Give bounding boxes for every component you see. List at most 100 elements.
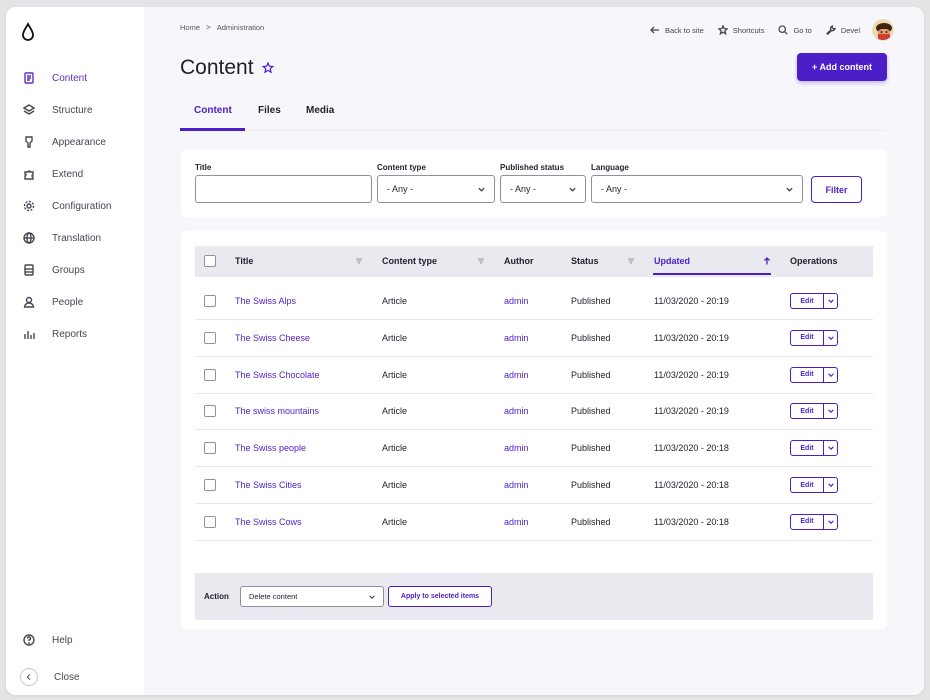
row-updated: 11/03/2020 - 20:19 (654, 296, 729, 306)
table-row: The swiss mountains Article admin Published… (195, 393, 873, 431)
person-icon (22, 295, 36, 309)
row-checkbox[interactable] (204, 515, 216, 528)
sort-icon[interactable] (477, 257, 485, 265)
sidebar-item-reports[interactable]: Reports (22, 324, 87, 344)
sidebar-item-structure[interactable]: Structure (22, 100, 93, 120)
edit-button[interactable]: Edit (791, 294, 824, 308)
row-author-link[interactable]: admin (504, 332, 529, 343)
edit-button[interactable]: Edit (791, 404, 824, 419)
row-title-link[interactable]: The Swiss Cows (235, 516, 302, 527)
row-status: Published (571, 369, 611, 380)
language-select[interactable]: - Any - (591, 175, 803, 203)
select-all-checkbox[interactable] (204, 255, 216, 267)
edit-button[interactable]: Edit (791, 441, 824, 456)
edit-dropdown-toggle[interactable] (824, 404, 837, 418)
row-author-link[interactable]: admin (504, 480, 529, 490)
row-checkbox[interactable] (204, 368, 216, 381)
breadcrumb-current[interactable]: Administration (216, 22, 265, 32)
chevron-down-icon (569, 187, 576, 192)
chevron-down-icon (478, 187, 485, 192)
go-to-link[interactable]: Go to (778, 25, 812, 35)
arrow-up-icon[interactable] (763, 257, 771, 265)
edit-button[interactable]: Edit (791, 330, 824, 345)
edit-button[interactable]: Edit (791, 478, 824, 492)
bulk-action-value: Delete content (249, 592, 298, 601)
filter-button[interactable]: Filter (811, 176, 862, 203)
shortcuts-link[interactable]: Shortcuts (717, 25, 764, 35)
table-row: The Swiss Cities Article admin Published 11/… (195, 467, 873, 504)
apply-to-selected-button[interactable]: Apply to selected items (388, 586, 492, 607)
sidebar-item-label: Extend (52, 168, 84, 180)
sidebar-item-configuration[interactable]: Configuration (22, 196, 111, 216)
sidebar-item-groups[interactable]: Groups (22, 260, 85, 280)
tab-files[interactable]: Files (258, 105, 281, 116)
tab-bar: Content Files Media (180, 99, 886, 131)
devel-label: Devel (840, 25, 860, 35)
tab-content[interactable]: Content (194, 105, 232, 116)
row-title-link[interactable]: The Swiss Cheese (235, 332, 311, 343)
close-sidebar-button[interactable]: Close (20, 667, 80, 687)
filter-panel: Title Content type - Any - Published sta… (181, 149, 887, 217)
sidebar-item-extend[interactable]: Extend (22, 164, 83, 184)
sorted-column-indicator (653, 273, 771, 275)
sort-icon[interactable] (627, 257, 635, 265)
table-row: The Swiss people Article admin Published 11/… (195, 430, 873, 468)
header-updated[interactable]: Updated (654, 256, 690, 266)
row-title-link[interactable]: The Swiss people (235, 443, 307, 454)
edit-button[interactable]: Edit (791, 367, 824, 382)
edit-dropdown-toggle[interactable] (824, 331, 837, 345)
row-author-link[interactable]: admin (504, 516, 529, 527)
row-title-link[interactable]: The Swiss Cities (235, 480, 302, 490)
row-title-link[interactable]: The swiss mountains (235, 406, 320, 417)
row-title-link[interactable]: The Swiss Chocolate (235, 369, 320, 380)
header-author[interactable]: Author (504, 256, 534, 266)
header-content-type[interactable]: Content type (382, 256, 437, 266)
sort-icon[interactable] (355, 257, 363, 265)
star-outline-icon[interactable] (261, 62, 274, 74)
row-checkbox[interactable] (204, 405, 216, 418)
row-author-link[interactable]: admin (504, 443, 529, 454)
published-status-select[interactable]: - Any - (500, 175, 586, 203)
row-checkbox[interactable] (204, 295, 216, 307)
content-type-select[interactable]: - Any - (377, 175, 495, 203)
header-status[interactable]: Status (571, 256, 599, 266)
back-to-site-link[interactable]: Back to site (650, 25, 704, 35)
row-author-link[interactable]: admin (504, 369, 529, 380)
tab-media[interactable]: Media (306, 105, 335, 116)
action-label: Action (204, 592, 229, 601)
published-status-label: Published status (500, 163, 565, 172)
edit-dropdown-toggle[interactable] (824, 515, 837, 529)
edit-dropdown-toggle[interactable] (824, 294, 837, 308)
row-updated: 11/03/2020 - 20:19 (654, 369, 729, 380)
chevron-down-icon (786, 187, 793, 192)
edit-dropdown-toggle[interactable] (824, 368, 837, 382)
header-title[interactable]: Title (235, 256, 254, 266)
row-checkbox[interactable] (204, 331, 216, 344)
devel-link[interactable]: Devel (825, 25, 860, 35)
drupal-logo-icon[interactable] (20, 22, 36, 42)
row-checkbox[interactable] (204, 479, 216, 491)
sidebar: Content Structure Appearance Extend Conf… (6, 7, 144, 695)
sidebar-item-people[interactable]: People (22, 292, 83, 312)
row-content-type: Article (382, 406, 408, 417)
breadcrumb-home[interactable]: Home (180, 22, 201, 32)
row-author-link[interactable]: admin (504, 296, 529, 306)
bulk-action-select[interactable]: Delete content (240, 586, 384, 607)
sidebar-item-label: Translation (52, 232, 102, 244)
chevron-down-icon (827, 372, 834, 377)
row-title-link[interactable]: The Swiss Alps (235, 296, 297, 306)
title-filter-input[interactable] (195, 175, 372, 203)
row-author-link[interactable]: admin (504, 406, 529, 417)
sidebar-item-appearance[interactable]: Appearance (22, 132, 106, 152)
sidebar-item-content[interactable]: Content (22, 68, 87, 88)
avatar[interactable] (872, 19, 894, 41)
help-link[interactable]: Help (22, 630, 73, 650)
edit-dropdown-toggle[interactable] (824, 441, 837, 455)
row-checkbox[interactable] (204, 442, 216, 455)
layers-icon (22, 103, 36, 117)
edit-button[interactable]: Edit (791, 514, 824, 529)
sidebar-item-translation[interactable]: Translation (22, 228, 101, 248)
add-content-button[interactable]: + Add content (797, 53, 887, 81)
edit-dropdown-toggle[interactable] (824, 478, 837, 492)
sidebar-item-label: Groups (52, 264, 85, 276)
